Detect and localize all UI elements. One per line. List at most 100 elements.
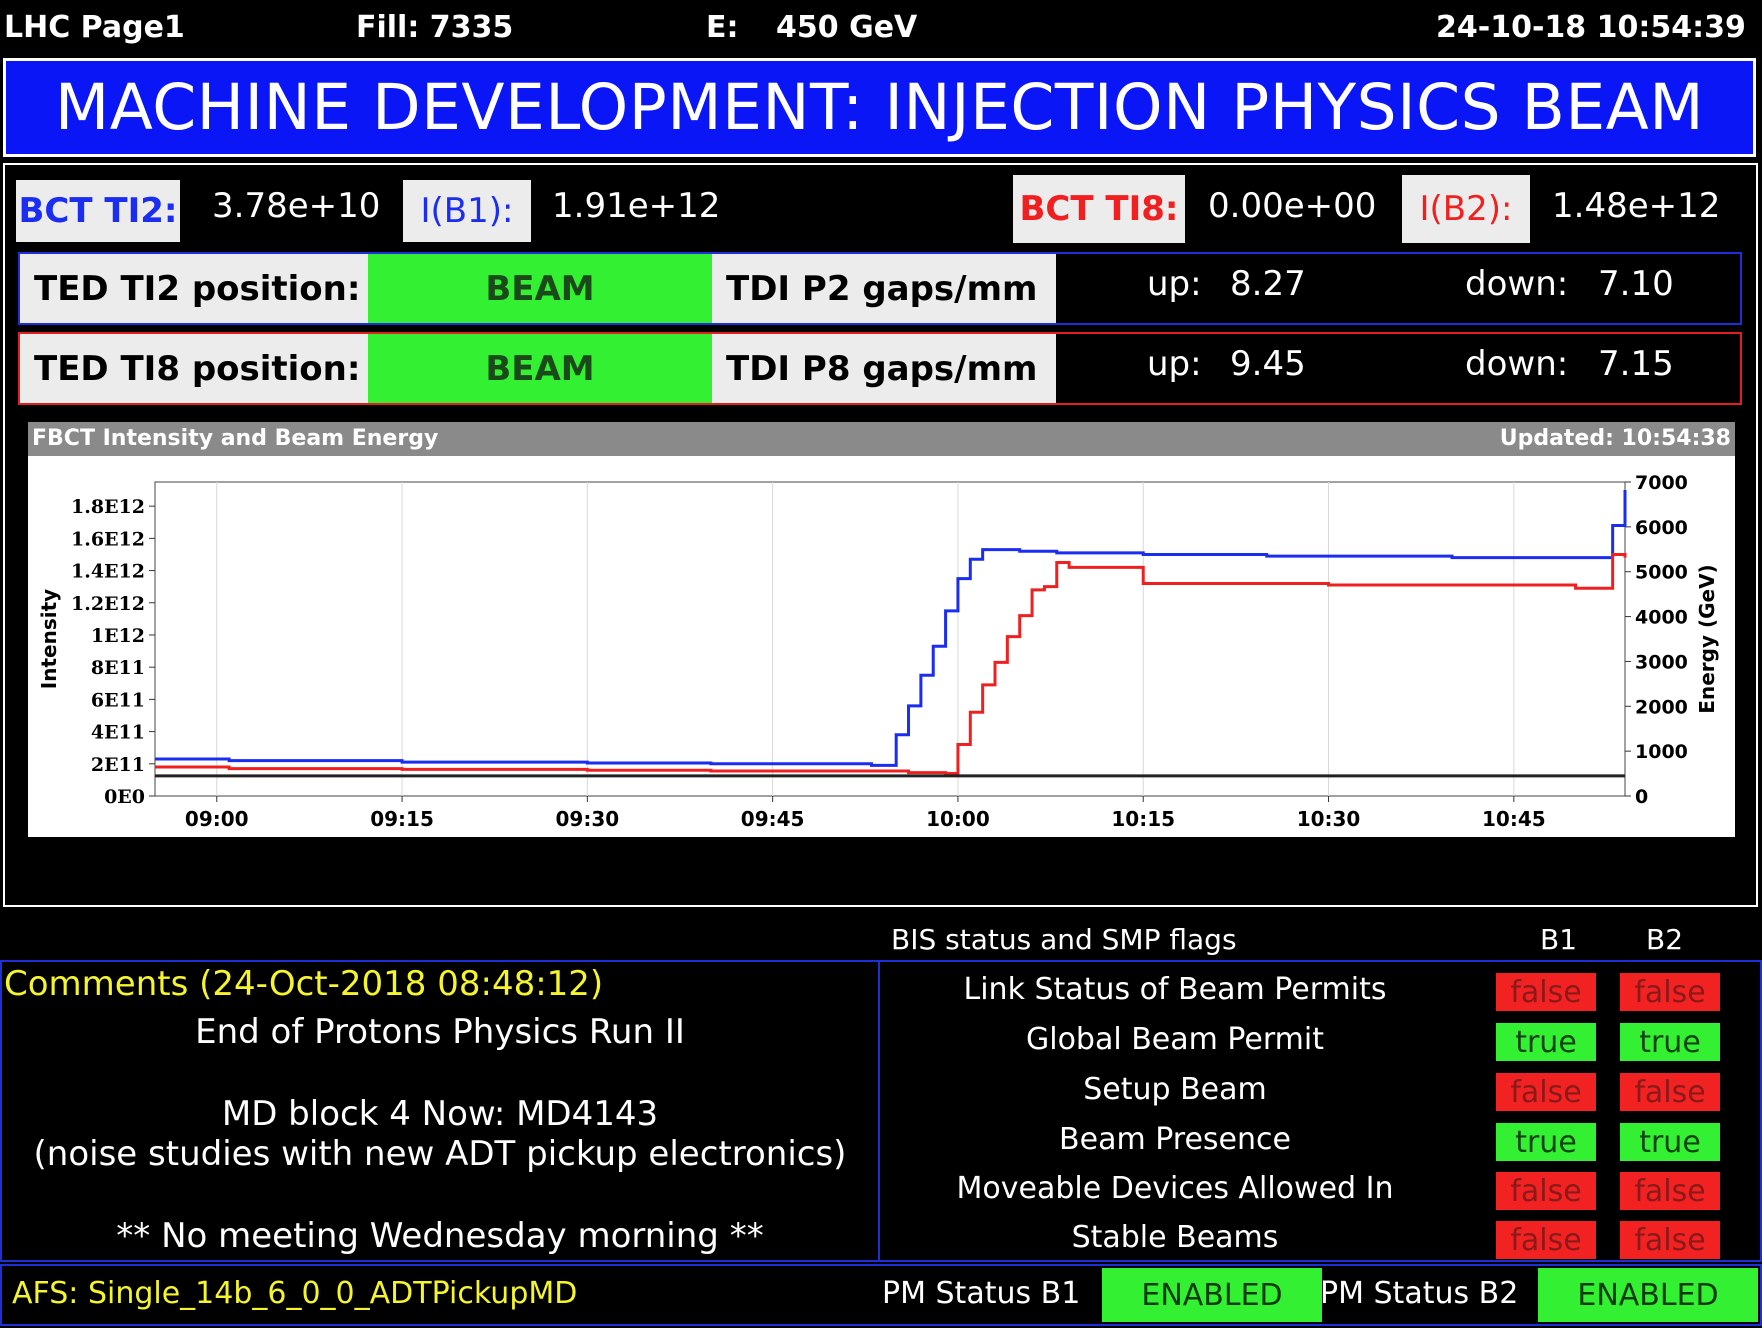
- top-status-bar: LHC Page1 Fill: 7335 E: 450 GeV 24-10-18…: [0, 0, 1762, 56]
- x-tick-label: 10:45: [1482, 807, 1546, 831]
- flag-b1-value: false: [1496, 973, 1596, 1011]
- y-tick-label: 1.8E12: [71, 496, 145, 518]
- y-tick-label: 2E11: [91, 754, 145, 776]
- comments-header: Comments (24-Oct-2018 08:48:12): [4, 964, 604, 1004]
- tdi-p8-down-label: down:: [1465, 344, 1569, 384]
- bis-col-b2: B2: [1646, 923, 1684, 956]
- bct-ti8-label: BCT TI8:: [1013, 175, 1185, 243]
- ib2-value: 1.48e+12: [1552, 186, 1721, 226]
- flag-b2-value: true: [1620, 1023, 1720, 1061]
- tdi-p8-label: TDI P8 gaps/mm: [712, 334, 1056, 403]
- tdi-p8-down-value: 7.15: [1598, 344, 1674, 384]
- fill-number: Fill: 7335: [356, 10, 514, 45]
- y2-tick-label: 0: [1635, 786, 1648, 808]
- ted-ti8-state: BEAM: [368, 334, 712, 403]
- flag-row: Global Beam Permit true true: [880, 1020, 1760, 1064]
- datetime: 24-10-18 10:54:39: [1436, 10, 1746, 45]
- bis-header: BIS status and SMP flags: [891, 923, 1237, 956]
- y-tick-label: 8E11: [91, 657, 145, 679]
- comment-line: MD block 4 Now: MD4143: [221, 1094, 659, 1134]
- tdi-p2-down-value: 7.10: [1598, 264, 1674, 304]
- flag-row: Moveable Devices Allowed In false false: [880, 1169, 1760, 1213]
- y-tick-label: 1.2E12: [71, 593, 145, 615]
- pm-b2-label: PM Status B2: [1320, 1276, 1519, 1311]
- flag-name: Setup Beam: [1083, 1072, 1267, 1107]
- y-tick-label: 6E11: [91, 689, 145, 711]
- flag-b1-value: true: [1496, 1023, 1596, 1061]
- page-name: LHC Page1: [4, 10, 185, 45]
- flag-name: Stable Beams: [1071, 1220, 1279, 1255]
- flag-b2-value: true: [1620, 1123, 1720, 1161]
- y2-tick-label: 2000: [1635, 696, 1688, 718]
- x-tick-label: 10:00: [926, 807, 990, 831]
- ib2-label: I(B2):: [1402, 175, 1530, 243]
- y-tick-label: 4E11: [91, 722, 145, 744]
- flag-row: Stable Beams false false: [880, 1218, 1760, 1262]
- intensity-energy-chart: 09:00 09:15 09:30 09:45 10:00 10:15 10:30 10:45…: [37, 472, 1719, 831]
- y-tick-label: 1.4E12: [71, 561, 145, 583]
- ted-ti2-state: BEAM: [368, 254, 712, 323]
- ted-ti8-row: TED TI8 position: BEAM TDI P8 gaps/mm up…: [18, 332, 1742, 405]
- pm-b2-status: ENABLED: [1538, 1268, 1758, 1322]
- plot-area: [154, 481, 1626, 797]
- x-tick-label: 10:15: [1111, 807, 1175, 831]
- series-line-1: [155, 552, 1627, 775]
- chart-title: FBCT Intensity and Beam Energy: [32, 426, 439, 451]
- flag-name: Global Beam Permit: [1025, 1022, 1325, 1057]
- bis-col-b1: B1: [1540, 923, 1578, 956]
- tdi-p2-up-value: 8.27: [1230, 264, 1306, 304]
- ted-ti2-row: TED TI2 position: BEAM TDI P2 gaps/mm up…: [18, 252, 1742, 325]
- x-tick-label: 09:30: [556, 807, 620, 831]
- series-line-0: [155, 490, 1627, 767]
- mode-title-banner: MACHINE DEVELOPMENT: INJECTION PHYSICS B…: [3, 58, 1756, 157]
- ib1-label: I(B1):: [403, 180, 531, 242]
- y2-tick-label: 5000: [1635, 562, 1688, 584]
- y2-axis-label: Energy (GeV): [1695, 564, 1719, 713]
- comment-line: ** No meeting Wednesday morning **: [116, 1216, 764, 1256]
- flag-b2-value: false: [1620, 1221, 1720, 1259]
- energy-label: E:: [706, 10, 739, 45]
- comment-line: End of Protons Physics Run II: [195, 1012, 685, 1052]
- flag-b2-value: false: [1620, 1172, 1720, 1210]
- comment-line: (noise studies with new ADT pickup elect…: [33, 1134, 847, 1174]
- flag-name: Link Status of Beam Permits: [963, 972, 1387, 1007]
- fbct-chart-panel: FBCT Intensity and Beam Energy Updated: …: [28, 422, 1735, 837]
- energy-value: 450 GeV: [776, 10, 918, 45]
- ib1-value: 1.91e+12: [552, 186, 721, 226]
- afs-name: AFS: Single_14b_6_0_0_ADTPickupMD: [12, 1276, 578, 1311]
- y2-tick-label: 1000: [1635, 741, 1688, 763]
- flag-b1-value: false: [1496, 1221, 1596, 1259]
- x-tick-label: 09:45: [741, 807, 805, 831]
- y-tick-label: 0E0: [104, 786, 145, 808]
- tdi-p2-up-label: up:: [1147, 264, 1202, 304]
- flag-row: Beam Presence true true: [880, 1120, 1760, 1164]
- comments-panel: Comments (24-Oct-2018 08:48:12) End of P…: [0, 960, 880, 1262]
- bct-ti2-label: BCT TI2:: [16, 180, 180, 242]
- flag-b2-value: false: [1620, 973, 1720, 1011]
- ted-ti8-label: TED TI8 position:: [20, 334, 368, 403]
- y2-tick-label: 4000: [1635, 607, 1688, 629]
- flag-name: Beam Presence: [1059, 1122, 1291, 1157]
- y-axis-label: Intensity: [37, 589, 61, 689]
- y2-tick-label: 3000: [1635, 651, 1688, 673]
- bct-ti8-value: 0.00e+00: [1208, 186, 1377, 226]
- y2-tick-label: 6000: [1635, 517, 1688, 539]
- chart-updated: Updated: 10:54:38: [1499, 426, 1731, 451]
- tdi-p8-up-label: up:: [1147, 344, 1202, 384]
- ted-ti2-label: TED TI2 position:: [20, 254, 368, 323]
- flag-b1-value: false: [1496, 1172, 1596, 1210]
- pm-b1-status: ENABLED: [1102, 1268, 1322, 1322]
- tdi-p2-label: TDI P2 gaps/mm: [712, 254, 1056, 323]
- flag-b2-value: false: [1620, 1073, 1720, 1111]
- y2-tick-label: 7000: [1635, 472, 1688, 494]
- x-tick-label: 10:30: [1297, 807, 1361, 831]
- tdi-p8-up-value: 9.45: [1230, 344, 1306, 384]
- flag-b1-value: false: [1496, 1073, 1596, 1111]
- flag-row: Link Status of Beam Permits false false: [880, 970, 1760, 1014]
- flag-row: Setup Beam false false: [880, 1070, 1760, 1114]
- footer-bar: AFS: Single_14b_6_0_0_ADTPickupMD PM Sta…: [0, 1264, 1762, 1326]
- bct-ti2-value: 3.78e+10: [212, 186, 381, 226]
- main-panel: [3, 163, 1758, 907]
- tdi-p2-down-label: down:: [1465, 264, 1569, 304]
- y-tick-label: 1.6E12: [71, 528, 145, 550]
